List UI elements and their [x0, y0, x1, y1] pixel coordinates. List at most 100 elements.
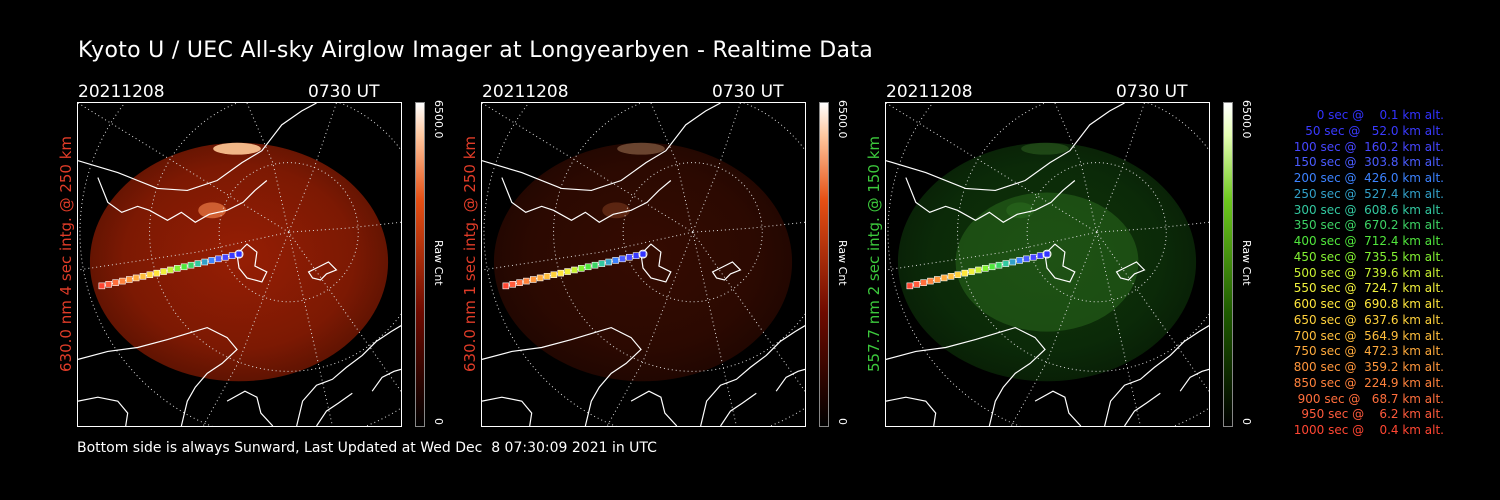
coastline [501, 177, 672, 223]
aurora-patch [1021, 142, 1069, 155]
panel-3-colorbar-unit: Raw Cnt [1240, 240, 1253, 286]
legend-entry: 750 sec @ 472.3 km alt. [1293, 344, 1444, 359]
allsky-map-svg [886, 103, 1209, 426]
trajectory-point [1030, 253, 1037, 261]
grid-line [1096, 103, 1145, 233]
trajectory-point [132, 274, 140, 282]
trajectory-point [1016, 257, 1023, 264]
trajectory-point [530, 276, 537, 283]
panel-1-date: 20211208 [78, 82, 165, 102]
panel-2-time: 0730 UT [712, 82, 784, 102]
trajectory-point [982, 265, 989, 272]
panel-2-date: 20211208 [482, 82, 569, 102]
grid-line [886, 103, 1097, 233]
grid-line [288, 103, 337, 233]
trajectory-point [1023, 255, 1030, 263]
station-marker [234, 249, 244, 259]
trajectory-point [584, 263, 592, 271]
coastline [316, 392, 353, 426]
legend-entry: 250 sec @ 527.4 km alt. [1293, 186, 1444, 201]
legend-entry: 100 sec @ 160.2 km alt. [1293, 139, 1444, 154]
trajectory-point [598, 260, 606, 267]
trajectory-point [961, 269, 968, 277]
legend-entry: 700 sec @ 564.9 km alt. [1293, 328, 1444, 343]
trajectory-point [516, 279, 523, 286]
coastline [640, 243, 672, 283]
panel-1-image [77, 102, 402, 427]
panel-3-image [885, 102, 1210, 427]
trajectory-point [934, 276, 941, 283]
grid-line [692, 103, 741, 233]
coastline [886, 326, 1046, 426]
trajectory-point [578, 265, 585, 272]
panel-2-colorbar [819, 102, 829, 427]
aurora-patch [1006, 202, 1035, 219]
coastline [711, 261, 742, 281]
legend-entry: 650 sec @ 637.6 km alt. [1293, 312, 1444, 327]
trajectory-point [626, 253, 633, 261]
legend-entry: 1000 sec @ 0.4 km alt. [1293, 423, 1444, 437]
allsky-image [89, 142, 389, 382]
trajectory-point [201, 258, 208, 266]
panel-1-time: 0730 UT [308, 82, 380, 102]
station-marker [638, 249, 648, 259]
panel-3-colorbar [1223, 102, 1233, 427]
legend-entry: 0 sec @ 0.1 km alt. [1316, 108, 1444, 122]
legend-entry: 400 sec @ 712.4 km alt. [1293, 234, 1444, 248]
legend-entry: 200 sec @ 426.0 km alt. [1293, 171, 1444, 185]
coastline [1124, 392, 1161, 426]
trajectory-point [502, 282, 510, 290]
trajectory-point [228, 252, 236, 259]
aurora-patch [617, 142, 665, 155]
trajectory-point [523, 277, 530, 285]
trajectory-point [126, 276, 133, 283]
station-marker [1042, 249, 1052, 259]
trajectory-point [543, 273, 551, 280]
trajectory-point [174, 265, 181, 272]
page-title: Kyoto U / UEC All-sky Airglow Imager at … [78, 38, 874, 63]
trajectory-point [564, 268, 571, 275]
legend-entry: 450 sec @ 735.5 km alt. [1293, 249, 1444, 264]
panel-2-colorbar-max: 6500.0 [836, 100, 849, 139]
allsky-image [897, 142, 1197, 382]
trajectory-point [180, 263, 188, 271]
grid-circle [218, 162, 359, 303]
trajectory-point [222, 253, 229, 261]
trajectory-point [947, 273, 955, 280]
coastline [78, 103, 317, 192]
panel-1-colorbar-max: 6500.0 [432, 100, 445, 139]
legend-entry: 350 sec @ 670.2 km alt. [1293, 218, 1444, 233]
legend-entry: 950 sec @ 6.2 km alt. [1301, 407, 1444, 422]
coastline [1179, 368, 1209, 392]
legend-entry: 900 sec @ 68.7 km alt. [1297, 391, 1444, 406]
grid-line [78, 103, 289, 233]
allsky-image [955, 192, 1139, 332]
legend-entry: 550 sec @ 724.7 km alt. [1293, 281, 1444, 296]
coastline [720, 392, 757, 426]
grid-line [202, 232, 290, 426]
panel-2-colorbar-min: 0 [836, 418, 849, 425]
grid-line [1010, 232, 1098, 426]
trajectory-point [612, 257, 619, 264]
panel-2-colorbar-unit: Raw Cnt [836, 240, 849, 286]
coastline [630, 390, 678, 426]
footer-status: Bottom side is always Sunward, Last Upda… [77, 440, 657, 456]
trajectory-point [1036, 252, 1044, 259]
trajectory-point [1002, 260, 1010, 267]
trajectory-point [105, 280, 112, 288]
trajectory-point [605, 258, 612, 266]
legend-entry: 500 sec @ 739.6 km alt. [1293, 265, 1444, 280]
panel-3-colorbar-max: 6500.0 [1240, 100, 1253, 139]
allsky-map-svg [482, 103, 805, 426]
trajectory-point [1009, 258, 1016, 266]
trajectory-point [913, 280, 920, 288]
coastline [1104, 325, 1209, 426]
trajectory-point [550, 271, 558, 279]
aurora-patch [602, 202, 631, 219]
legend-entry: 150 sec @ 303.8 km alt. [1293, 155, 1444, 170]
panel-1-colorbar-unit: Raw Cnt [432, 240, 445, 286]
legend-entry: 300 sec @ 608.6 km alt. [1293, 202, 1444, 217]
trajectory-point [975, 266, 982, 274]
coastline [482, 396, 533, 426]
legend-entry: 50 sec @ 52.0 km alt. [1305, 123, 1444, 138]
